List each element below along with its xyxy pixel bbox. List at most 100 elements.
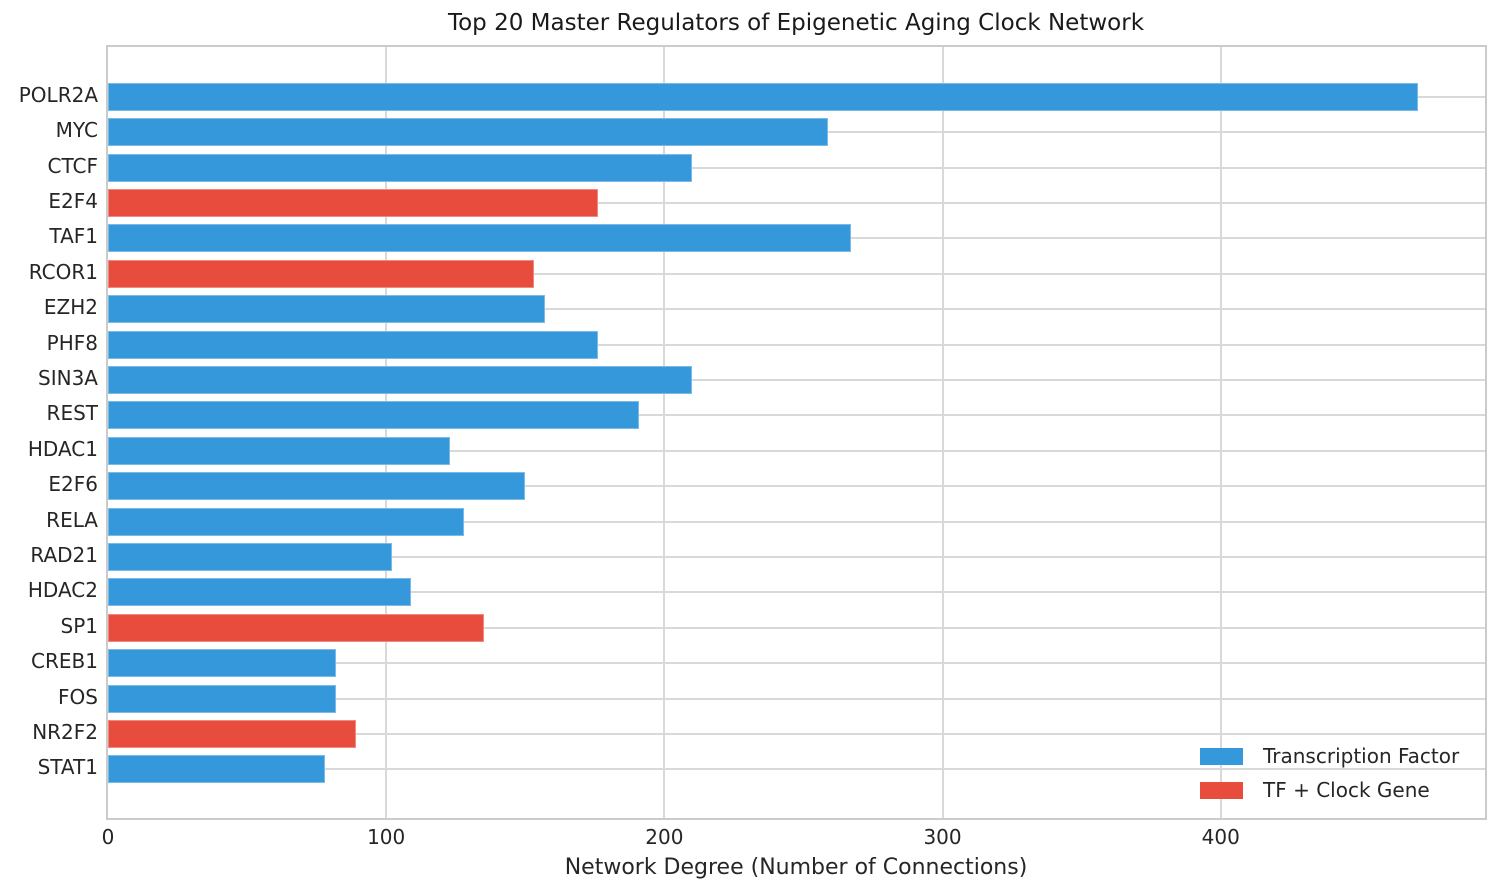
- bar-sin3a: [108, 365, 693, 394]
- bar-rela: [108, 507, 465, 536]
- legend: Transcription Factor TF + Clock Gene: [1200, 739, 1459, 807]
- gridline-y-e2f6: [108, 485, 1485, 488]
- bar-sp1: [108, 613, 484, 642]
- x-tick-label-100: 100: [367, 825, 406, 849]
- gridline-y-hdac1: [108, 449, 1485, 452]
- bar-row-phf8: [108, 327, 1485, 362]
- bar-taf1: [108, 224, 851, 253]
- gridline-y-e2f4: [108, 201, 1485, 204]
- bar-row-stat1: [108, 752, 1485, 787]
- bar-e2f6: [108, 472, 526, 501]
- bar-row-rad21: [108, 539, 1485, 574]
- y-tick-label-rest: REST: [46, 401, 98, 426]
- gridline-y-rela: [108, 520, 1485, 523]
- bar-row-rcor1: [108, 256, 1485, 291]
- y-tick-label-rela: RELA: [46, 507, 98, 532]
- bar-nr2f2: [108, 720, 356, 749]
- bar-row-rest: [108, 398, 1485, 433]
- bar-row-hdac1: [108, 433, 1485, 468]
- y-tick-label-myc: MYC: [55, 118, 98, 143]
- gridline-y-rcor1: [108, 272, 1485, 275]
- chart-title: Top 20 Master Regulators of Epigenetic A…: [447, 10, 1145, 36]
- y-tick-label-polr2a: POLR2A: [18, 82, 98, 107]
- gridline-y-sp1: [108, 626, 1485, 629]
- bar-rad21: [108, 542, 392, 571]
- legend-item-transcription-factor: Transcription Factor: [1200, 739, 1459, 773]
- y-tick-label-sin3a: SIN3A: [38, 365, 98, 390]
- gridline-y-rad21: [108, 555, 1485, 558]
- legend-item-tf-clock-gene: TF + Clock Gene: [1200, 773, 1459, 807]
- y-tick-label-hdac1: HDAC1: [27, 436, 98, 461]
- legend-label-transcription-factor: Transcription Factor: [1263, 744, 1460, 768]
- gridline-y-stat1: [108, 768, 1485, 771]
- gridline-y-rest: [108, 414, 1485, 417]
- gridline-x-300: [941, 47, 944, 818]
- gridline-y-ctcf: [108, 166, 1485, 169]
- gridline-y-creb1: [108, 662, 1485, 665]
- legend-swatch-red: [1200, 781, 1243, 799]
- y-tick-label-nr2f2: NR2F2: [32, 720, 98, 745]
- bar-phf8: [108, 330, 598, 359]
- y-tick-label-hdac2: HDAC2: [27, 578, 98, 603]
- plot-area: [106, 45, 1487, 820]
- gridline-y-sin3a: [108, 378, 1485, 381]
- y-tick-label-phf8: PHF8: [46, 330, 98, 355]
- bar-row-sp1: [108, 610, 1485, 645]
- bar-e2f4: [108, 188, 598, 217]
- bar-creb1: [108, 649, 337, 678]
- bar-row-ezh2: [108, 291, 1485, 326]
- gridline-x-200: [663, 47, 666, 818]
- x-tick-label-300: 300: [923, 825, 962, 849]
- bar-row-e2f4: [108, 185, 1485, 220]
- gridline-y-hdac2: [108, 591, 1485, 594]
- bar-ctcf: [108, 153, 693, 182]
- bar-row-fos: [108, 681, 1485, 716]
- bar-polr2a: [108, 82, 1419, 111]
- bar-row-polr2a: [108, 79, 1485, 114]
- gridline-y-ezh2: [108, 308, 1485, 311]
- bar-hdac1: [108, 436, 451, 465]
- gridline-x-100: [385, 47, 388, 818]
- bar-row-myc: [108, 114, 1485, 149]
- legend-swatch-blue: [1200, 747, 1243, 765]
- bar-fos: [108, 684, 337, 713]
- bar-row-creb1: [108, 646, 1485, 681]
- gridline-x-400: [1219, 47, 1222, 818]
- x-tick-label-400: 400: [1201, 825, 1240, 849]
- bar-row-nr2f2: [108, 716, 1485, 751]
- y-tick-label-fos: FOS: [58, 684, 98, 709]
- y-tick-label-sp1: SP1: [60, 613, 98, 638]
- y-tick-label-stat1: STAT1: [37, 755, 98, 780]
- bar-ezh2: [108, 295, 545, 324]
- y-tick-label-ctcf: CTCF: [47, 153, 98, 178]
- y-axis-labels: POLR2A MYC CTCF E2F4 TAF1 RCOR1 EZH2 PHF8 SIN3A R…: [0, 45, 98, 816]
- legend-label-tf-clock-gene: TF + Clock Gene: [1263, 778, 1430, 802]
- x-axis-ticks: 0 100 200 300 400: [102, 825, 1485, 851]
- vertical-gridlines: [108, 47, 1485, 818]
- y-tick-label-e2f6: E2F6: [48, 472, 98, 497]
- y-tick-label-e2f4: E2F4: [48, 188, 98, 213]
- bar-row-taf1: [108, 221, 1485, 256]
- bar-row-ctcf: [108, 150, 1485, 185]
- gridline-y-phf8: [108, 343, 1485, 346]
- bar-stat1: [108, 755, 325, 784]
- bar-row-hdac2: [108, 575, 1485, 610]
- bar-row-sin3a: [108, 362, 1485, 397]
- bar-row-e2f6: [108, 468, 1485, 503]
- y-tick-label-rad21: RAD21: [30, 542, 98, 567]
- bars-container: [108, 47, 1485, 818]
- y-tick-label-taf1: TAF1: [49, 224, 98, 249]
- x-tick-label-0: 0: [101, 825, 115, 849]
- y-tick-label-creb1: CREB1: [31, 649, 98, 674]
- y-tick-label-ezh2: EZH2: [43, 295, 98, 320]
- x-axis-label: Network Degree (Number of Connections): [564, 855, 1028, 880]
- y-tick-label-rcor1: RCOR1: [28, 259, 98, 284]
- x-tick-label-200: 200: [645, 825, 684, 849]
- bar-rcor1: [108, 259, 534, 288]
- bar-row-rela: [108, 504, 1485, 539]
- gridline-y-nr2f2: [108, 733, 1485, 736]
- gridline-y-fos: [108, 697, 1485, 700]
- bar-rest: [108, 401, 640, 430]
- bar-myc: [108, 118, 829, 147]
